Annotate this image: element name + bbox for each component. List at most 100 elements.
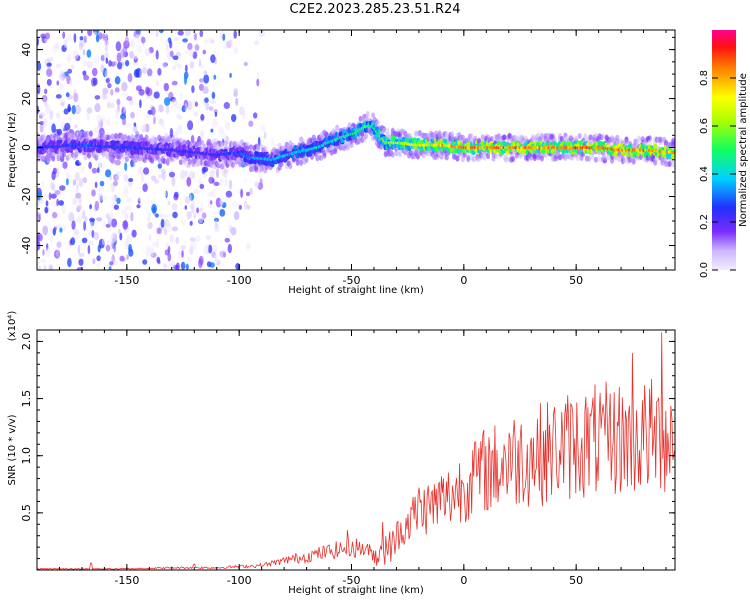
heatmap-ridge-cell	[671, 153, 675, 159]
heatmap-noise-cell	[225, 190, 233, 198]
heatmap-noise-cell	[99, 180, 105, 187]
heatmap-noise-cell	[59, 227, 63, 233]
heatmap-noise-cell	[57, 128, 63, 136]
heatmap-noise-cell	[132, 125, 138, 133]
heatmap-ridge-cell	[552, 140, 557, 146]
heatmap-noise-cell	[77, 216, 81, 223]
heatmap-noise-cell	[94, 95, 101, 100]
heatmap-noise-cell	[110, 183, 115, 193]
heatmap-noise-cell	[209, 200, 213, 205]
heatmap-noise-cell	[222, 43, 228, 50]
heatmap-noise-cell	[73, 33, 77, 43]
heatmap-halo-cell	[187, 159, 192, 165]
snr-y-label: SNR (10 * v/v)	[7, 414, 18, 485]
heatmap-noise-cell	[172, 55, 179, 60]
heatmap-noise-cell	[230, 226, 237, 236]
heatmap-noise-cell	[56, 241, 62, 248]
heatmap-noise-cell	[126, 205, 132, 211]
heatmap-noise-cell	[131, 229, 137, 238]
heatmap-noise-cell	[184, 49, 188, 55]
heatmap-noise-cell	[202, 86, 209, 94]
heatmap-noise-cell	[104, 45, 109, 52]
heatmap-noise-cell	[78, 159, 82, 164]
heatmap-noise-cell	[46, 62, 52, 67]
heatmap-noise-cell	[162, 171, 166, 181]
heatmap-noise-cell	[46, 68, 53, 77]
heatmap-noise-cell	[206, 244, 209, 252]
heatmap-halo-cell	[288, 163, 293, 170]
heatmap-noise-cell	[199, 64, 205, 69]
heatmap-noise-cell	[180, 261, 186, 270]
heatmap-halo-cell	[194, 141, 199, 148]
heatmap-noise-cell	[189, 220, 193, 226]
heatmap-noise-cell	[109, 176, 113, 181]
spectrogram-x-label: Height of straight line (km)	[288, 285, 424, 296]
heatmap-noise-cell	[233, 88, 238, 93]
heatmap-halo-cell	[365, 111, 370, 117]
heatmap-halo-cell	[624, 138, 629, 145]
heatmap-noise-cell	[115, 108, 120, 116]
heatmap-noise-cell	[244, 178, 248, 184]
heatmap-noise-cell	[65, 92, 70, 98]
heatmap-noise-cell	[137, 166, 144, 176]
heatmap-noise-cell	[153, 116, 156, 125]
heatmap-noise-cell	[88, 229, 93, 237]
heatmap-noise-cell	[110, 210, 113, 220]
heatmap-noise-cell	[53, 226, 57, 231]
heatmap-noise-cell	[140, 173, 144, 184]
heatmap-noise-cell	[144, 48, 151, 56]
heatmap-noise-cell	[184, 30, 191, 37]
heatmap-noise-cell	[150, 246, 154, 257]
heatmap-noise-cell	[76, 206, 83, 210]
heatmap-halo-cell	[511, 156, 516, 162]
heatmap-noise-cell	[245, 242, 251, 250]
colorbar-tick-label: 0.2	[699, 214, 710, 230]
heatmap-halo-cell	[87, 152, 92, 159]
heatmap-noise-cell	[118, 229, 121, 235]
heatmap-noise-cell	[154, 179, 159, 184]
heatmap-noise-cell	[125, 60, 130, 67]
heatmap-noise-cell	[224, 176, 229, 187]
heatmap-noise-cell	[81, 237, 88, 244]
heatmap-halo-cell	[182, 139, 187, 146]
colorbar-gradient	[712, 30, 736, 270]
heatmap-noise-cell	[49, 110, 54, 120]
heatmap-noise-cell	[165, 104, 170, 115]
colorbar-tick-label: 0.4	[699, 166, 710, 182]
heatmap-halo-cell	[504, 154, 509, 160]
heatmap-noise-cell	[156, 227, 161, 234]
snr-frame	[36, 329, 676, 571]
heatmap-noise-cell	[42, 249, 45, 256]
heatmap-noise-cell	[189, 171, 195, 180]
heatmap-noise-cell	[104, 69, 109, 80]
heatmap-noise-cell	[160, 218, 165, 229]
heatmap-noise-cell	[147, 221, 153, 230]
heatmap-noise-cell	[132, 162, 136, 167]
heatmap-noise-cell	[199, 207, 204, 213]
heatmap-halo-cell	[473, 135, 478, 142]
x-tick-label: -150	[114, 274, 139, 287]
heatmap-noise-cell	[114, 87, 120, 93]
heatmap-noise-cell	[101, 237, 106, 246]
heatmap-noise-cell	[184, 205, 187, 210]
heatmap-noise-cell	[115, 41, 122, 52]
heatmap-noise-cell	[208, 176, 215, 184]
heatmap-noise-cell	[130, 39, 135, 49]
heatmap-noise-cell	[128, 244, 133, 253]
heatmap-noise-cell	[80, 165, 85, 173]
heatmap-noise-cell	[126, 233, 133, 243]
heatmap-noise-cell	[190, 99, 197, 109]
heatmap-noise-cell	[119, 255, 125, 262]
heatmap-noise-cell	[189, 237, 196, 242]
snr-panel: -150 -100 -50 0 50 0.5 1.0 1.5 2.0 Height of st…	[7, 311, 676, 596]
heatmap-noise-cell	[128, 178, 134, 182]
heatmap-noise-cell	[50, 193, 57, 199]
heatmap-halo-cell	[166, 157, 171, 164]
heatmap-halo-cell	[101, 131, 106, 138]
heatmap-noise-cell	[94, 103, 101, 113]
snr-x-ticks: -150 -100 -50 0 50	[36, 330, 667, 587]
heatmap-noise-cell	[151, 242, 158, 248]
heatmap-noise-cell	[101, 195, 108, 201]
heatmap-noise-cell	[141, 124, 147, 133]
heatmap-halo-cell	[162, 158, 167, 165]
